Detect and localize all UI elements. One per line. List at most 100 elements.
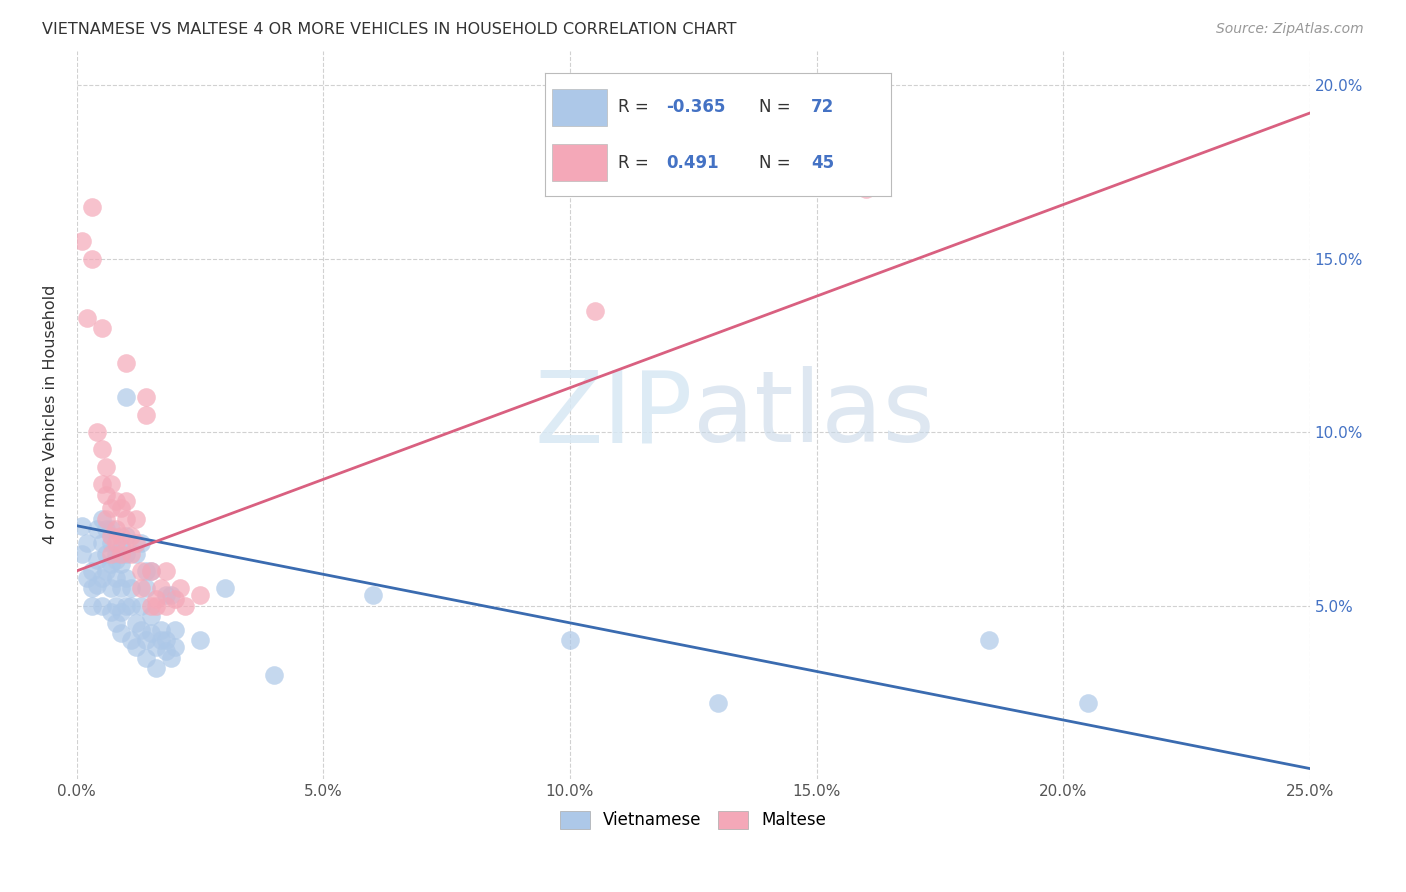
Point (120, 529, 142, 543)
Point (80, 200, 103, 214)
Point (115, 547, 138, 561)
Point (90, 442, 112, 457)
Point (105, 547, 128, 561)
Point (110, 626, 132, 640)
Point (135, 391, 157, 405)
Point (155, 588, 177, 602)
Point (188, 633, 211, 648)
Point (139, 564, 162, 578)
Point (169, 581, 191, 595)
Point (105, 571, 128, 585)
Point (100, 477, 122, 491)
Point (188, 588, 211, 602)
Point (115, 494, 138, 508)
Point (90, 477, 112, 491)
Point (76, 310, 98, 325)
Point (96, 487, 118, 501)
Point (855, 182, 877, 196)
Text: ZIP: ZIP (534, 367, 693, 463)
Point (165, 640, 187, 654)
Point (110, 529, 132, 543)
Point (86, 425, 108, 439)
Point (135, 564, 157, 578)
Point (100, 522, 122, 536)
Point (105, 553, 128, 567)
Point (125, 536, 148, 550)
Point (129, 623, 152, 637)
Point (135, 650, 157, 665)
Point (105, 599, 128, 613)
Point (96, 564, 118, 578)
Point (90, 599, 112, 613)
Point (125, 640, 148, 654)
Point (145, 640, 167, 654)
Point (263, 668, 285, 682)
Point (110, 540, 132, 554)
Point (90, 512, 112, 526)
Point (100, 501, 122, 516)
Point (115, 391, 138, 405)
Point (129, 536, 152, 550)
Point (135, 408, 157, 422)
Point (70, 235, 93, 249)
Point (80, 581, 103, 595)
Point (707, 696, 730, 710)
Point (100, 547, 122, 561)
Point (110, 581, 132, 595)
Point (100, 529, 122, 543)
Point (86, 553, 108, 567)
Point (155, 564, 177, 578)
Text: VIETNAMESE VS MALTESE 4 OR MORE VEHICLES IN HOUSEHOLD CORRELATION CHART: VIETNAMESE VS MALTESE 4 OR MORE VEHICLES… (42, 22, 737, 37)
Point (165, 591, 187, 606)
Point (105, 615, 128, 630)
Point (70, 518, 93, 533)
Point (159, 588, 181, 602)
Point (105, 522, 128, 536)
Point (165, 623, 187, 637)
Point (96, 522, 118, 536)
Point (155, 643, 177, 657)
Point (96, 512, 118, 526)
Point (80, 564, 103, 578)
Point (115, 599, 138, 613)
Point (96, 459, 118, 474)
Point (149, 581, 172, 595)
Point (90, 536, 112, 550)
Point (120, 581, 142, 595)
Point (100, 606, 122, 620)
Point (145, 661, 167, 675)
Point (115, 356, 138, 370)
Point (129, 564, 152, 578)
Point (100, 536, 122, 550)
Point (979, 633, 1001, 648)
Point (96, 547, 118, 561)
Point (76, 571, 98, 585)
Point (174, 599, 197, 613)
Point (135, 581, 157, 595)
Point (86, 522, 108, 536)
Point (129, 581, 152, 595)
Point (139, 626, 162, 640)
Point (110, 606, 132, 620)
Point (214, 581, 236, 595)
Point (115, 512, 138, 526)
Point (70, 547, 93, 561)
Point (110, 501, 132, 516)
Point (90, 571, 112, 585)
Point (80, 252, 103, 266)
Point (120, 547, 142, 561)
Point (129, 599, 152, 613)
Y-axis label: 4 or more Vehicles in Household: 4 or more Vehicles in Household (44, 285, 58, 544)
Point (583, 303, 606, 318)
Point (145, 591, 167, 606)
Point (155, 599, 177, 613)
Point (105, 536, 128, 550)
Point (80, 599, 103, 613)
Point (361, 588, 384, 602)
Text: atlas: atlas (693, 367, 935, 463)
Point (90, 321, 112, 335)
Point (1077, 696, 1099, 710)
Point (125, 547, 148, 561)
Point (105, 494, 128, 508)
Point (110, 557, 132, 571)
